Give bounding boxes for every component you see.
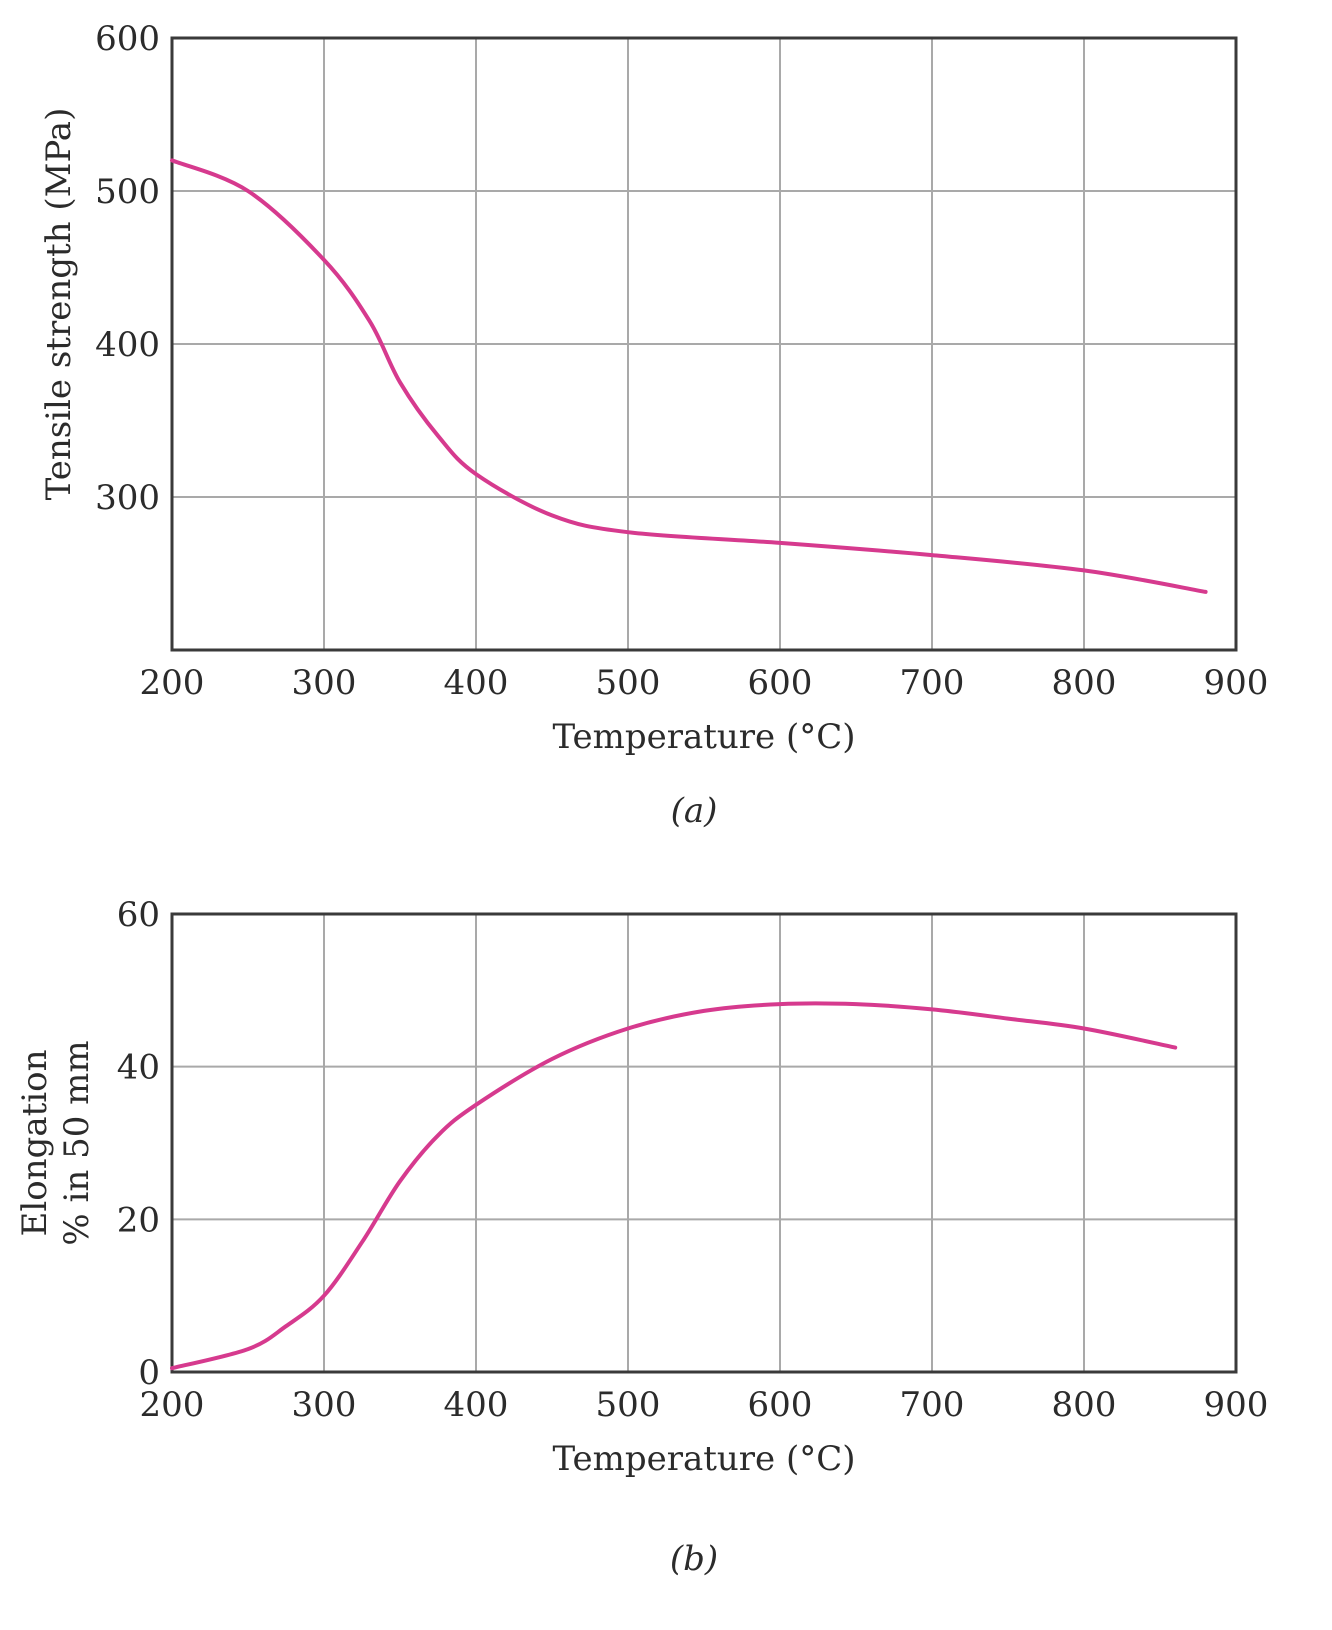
chart-b-y-axis-label-line2: % in 50 mm <box>57 1040 97 1245</box>
chart-a-tensile-strength-line <box>172 160 1206 592</box>
chart-b-elongation-line <box>172 1003 1175 1368</box>
x-tick-label: 600 <box>748 1385 813 1425</box>
x-tick-label: 400 <box>444 1385 509 1425</box>
x-tick-label: 800 <box>1052 1385 1117 1425</box>
chart-a-grid <box>172 38 1236 650</box>
x-tick-label: 500 <box>596 1385 661 1425</box>
chart-b-grid <box>172 914 1236 1372</box>
chart-b-plot-frame <box>172 914 1236 1372</box>
chart-b-x-axis-label: Temperature (°C) <box>552 1439 855 1479</box>
chart-a-panel-label: (a) <box>671 791 718 831</box>
chart-a: 200 300 400 500 600 700 800 900 300 400 500 600 Te… <box>39 19 1268 831</box>
x-tick-label: 300 <box>292 1385 357 1425</box>
y-tick-label: 400 <box>95 325 160 365</box>
chart-b-y-tick-labels: 0 20 40 60 <box>117 895 160 1393</box>
chart-a-x-tick-labels: 200 300 400 500 600 700 800 900 <box>140 663 1269 703</box>
y-tick-label: 500 <box>95 172 160 212</box>
y-tick-label: 300 <box>95 478 160 518</box>
chart-a-x-axis-label: Temperature (°C) <box>552 717 855 757</box>
x-tick-label: 900 <box>1204 1385 1269 1425</box>
x-tick-label: 200 <box>140 663 205 703</box>
y-tick-label: 60 <box>117 895 160 935</box>
y-tick-label: 600 <box>95 19 160 59</box>
x-tick-label: 500 <box>596 663 661 703</box>
x-tick-label: 700 <box>900 1385 965 1425</box>
x-tick-label: 900 <box>1204 663 1269 703</box>
chart-b-x-tick-labels: 200 300 400 500 600 700 800 900 <box>140 1385 1269 1425</box>
x-tick-label: 300 <box>292 663 357 703</box>
x-tick-label: 800 <box>1052 663 1117 703</box>
x-tick-label: 700 <box>900 663 965 703</box>
chart-b-y-axis-label-line1: Elongation <box>15 1050 55 1237</box>
y-tick-label: 40 <box>117 1048 160 1088</box>
y-tick-label: 0 <box>138 1353 160 1393</box>
x-tick-label: 600 <box>748 663 813 703</box>
chart-a-y-tick-labels: 300 400 500 600 <box>95 19 160 518</box>
chart-a-y-axis-label: Tensile strength (MPa) <box>39 108 79 501</box>
x-tick-label: 400 <box>444 663 509 703</box>
y-tick-label: 20 <box>117 1200 160 1240</box>
chart-b-panel-label: (b) <box>670 1539 718 1579</box>
